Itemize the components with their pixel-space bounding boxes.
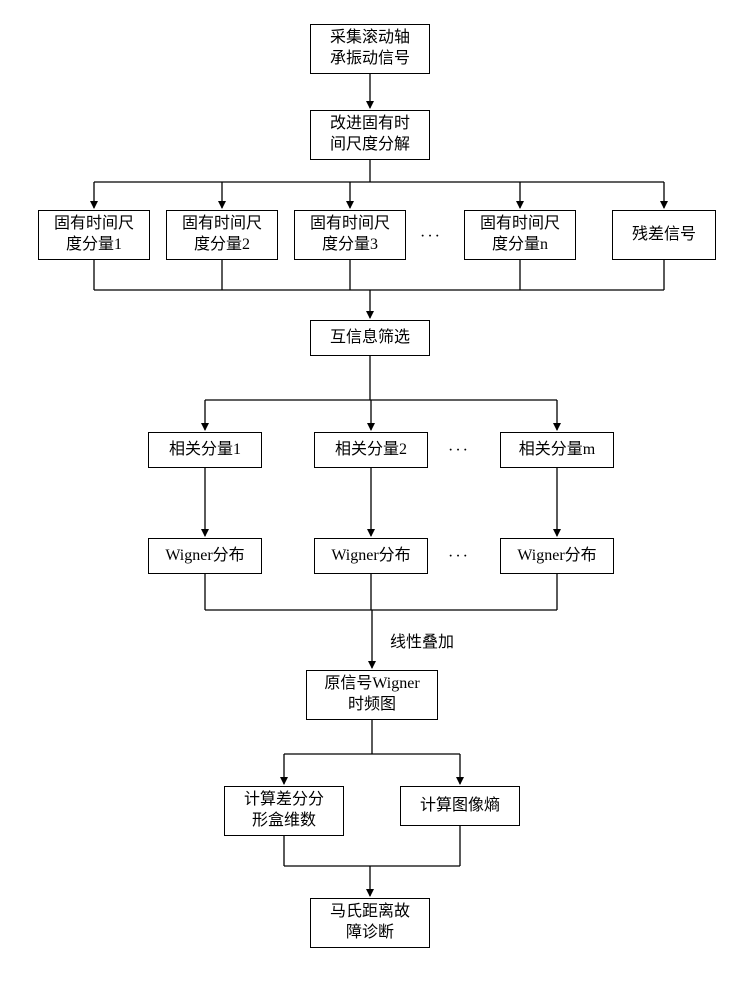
linear-sum-label: 线性叠加 [390,628,454,652]
step-collect-signal: 采集滚动轴 承振动信号 [310,24,430,74]
image-entropy: 计算图像熵 [400,786,520,826]
mahalanobis-diagnosis: 马氏距离故 障诊断 [310,898,430,948]
wigner-dist-1: Wigner分布 [148,538,262,574]
itd-component-n: 固有时间尺 度分量n [464,210,576,260]
itd-component-1: 固有时间尺 度分量1 [38,210,150,260]
related-component-m: 相关分量m [500,432,614,468]
fractal-box-dim: 计算差分分 形盒维数 [224,786,344,836]
itd-component-2: 固有时间尺 度分量2 [166,210,278,260]
step-improved-itd: 改进固有时 间尺度分解 [310,110,430,160]
itd-component-3: 固有时间尺 度分量3 [294,210,406,260]
wigner-dist-3: Wigner分布 [500,538,614,574]
wigner-dist-2: Wigner分布 [314,538,428,574]
ellipsis-related: ··· [448,442,470,460]
related-component-1: 相关分量1 [148,432,262,468]
wigner-time-freq: 原信号Wigner 时频图 [306,670,438,720]
ellipsis-wigner: ··· [448,548,470,566]
mutual-info-filter: 互信息筛选 [310,320,430,356]
residual-signal: 残差信号 [612,210,716,260]
related-component-2: 相关分量2 [314,432,428,468]
ellipsis-components: ··· [420,228,442,246]
